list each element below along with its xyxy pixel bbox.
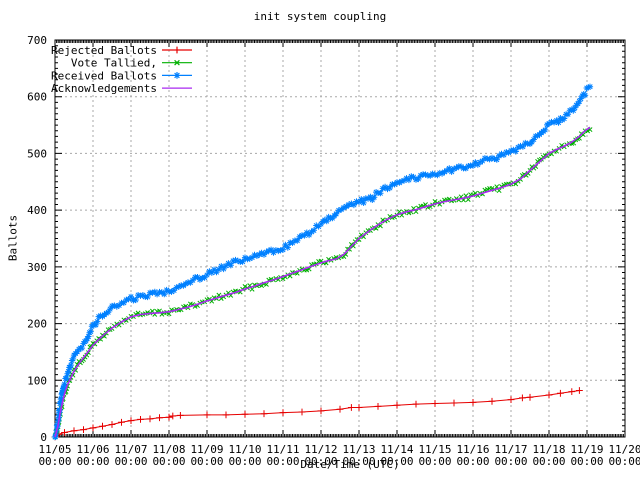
chart-title: init system coupling <box>253 10 387 23</box>
svg-text:600: 600 <box>27 91 47 104</box>
series-received-ballots <box>51 83 594 441</box>
svg-text:11/20: 11/20 <box>608 443 640 456</box>
gridlines <box>55 40 625 437</box>
svg-text:00:00: 00:00 <box>418 455 451 468</box>
svg-text:00:00: 00:00 <box>380 455 413 468</box>
legend-star-marker <box>162 72 192 79</box>
svg-text:11/07: 11/07 <box>114 443 147 456</box>
svg-text:300: 300 <box>27 261 47 274</box>
plot-border <box>54 39 626 438</box>
legend-entry-received-ballots: Received Ballots <box>51 69 192 82</box>
legend-entry-rejected-ballots: Rejected Ballots <box>51 44 192 57</box>
svg-text:500: 500 <box>27 147 47 160</box>
svg-text:Acknowledgements: Acknowledgements <box>51 82 157 95</box>
svg-text:00:00: 00:00 <box>608 455 640 468</box>
svg-text:00:00: 00:00 <box>152 455 185 468</box>
svg-text:11/08: 11/08 <box>152 443 185 456</box>
svg-text:Vote Tallied,: Vote Tallied, <box>71 57 157 70</box>
svg-text:11/15: 11/15 <box>418 443 451 456</box>
legend-x-marker <box>162 59 192 66</box>
svg-text:Received Ballots: Received Ballots <box>51 69 157 82</box>
svg-text:00:00: 00:00 <box>456 455 489 468</box>
svg-text:0: 0 <box>40 431 47 444</box>
legend-entry-vote-tallied: Vote Tallied, <box>71 57 192 70</box>
svg-text:00:00: 00:00 <box>494 455 527 468</box>
svg-text:100: 100 <box>27 374 47 387</box>
legend-plus-marker <box>162 46 192 54</box>
y-tick-labels: 0 100 200 300 400 500 600 700 <box>27 34 47 444</box>
svg-text:11/11: 11/11 <box>266 443 299 456</box>
svg-text:11/17: 11/17 <box>494 443 527 456</box>
svg-text:11/14: 11/14 <box>380 443 413 456</box>
svg-text:11/12: 11/12 <box>304 443 337 456</box>
svg-text:200: 200 <box>27 318 47 331</box>
svg-text:11/16: 11/16 <box>456 443 489 456</box>
svg-text:400: 400 <box>27 204 47 217</box>
svg-text:00:00: 00:00 <box>190 455 223 468</box>
svg-text:11/13: 11/13 <box>342 443 375 456</box>
svg-text:00:00: 00:00 <box>570 455 603 468</box>
svg-text:11/19: 11/19 <box>570 443 603 456</box>
legend-entry-acknowledgements: Acknowledgements <box>51 82 192 95</box>
series-acknowledgements <box>54 126 591 438</box>
svg-text:11/09: 11/09 <box>190 443 223 456</box>
svg-text:11/10: 11/10 <box>228 443 261 456</box>
svg-text:00:00: 00:00 <box>76 455 109 468</box>
svg-text:00:00: 00:00 <box>304 455 337 468</box>
svg-text:00:00: 00:00 <box>228 455 261 468</box>
svg-text:11/18: 11/18 <box>532 443 565 456</box>
svg-text:11/05: 11/05 <box>38 443 71 456</box>
x-tick-labels: 11/0500:0011/0600:0011/0700:0011/0800:00… <box>38 443 640 468</box>
svg-text:11/06: 11/06 <box>76 443 109 456</box>
axis-ticks <box>54 39 626 438</box>
svg-text:700: 700 <box>27 34 47 47</box>
x-axis-label: Date/Time (UTC) <box>300 458 400 471</box>
series-vote-tallied <box>52 126 593 440</box>
svg-text:00:00: 00:00 <box>114 455 147 468</box>
svg-text:00:00: 00:00 <box>38 455 71 468</box>
svg-text:Rejected Ballots: Rejected Ballots <box>51 44 157 57</box>
svg-text:00:00: 00:00 <box>532 455 565 468</box>
svg-text:00:00: 00:00 <box>342 455 375 468</box>
svg-text:00:00: 00:00 <box>266 455 299 468</box>
y-axis-label: Ballots <box>6 214 20 262</box>
